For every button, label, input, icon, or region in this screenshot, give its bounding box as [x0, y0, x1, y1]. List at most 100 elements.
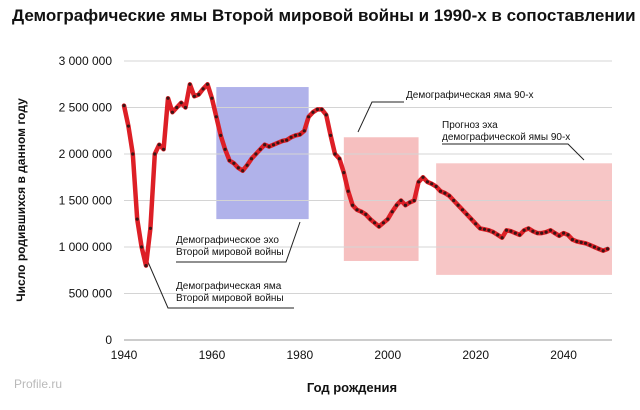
- x-axis-label: Год рождения: [307, 380, 397, 395]
- y-tick-label: 1 500 000: [59, 194, 113, 208]
- annotation-label: Демографическая яма 90-х: [406, 89, 534, 101]
- data-point: [487, 228, 491, 232]
- data-point: [302, 129, 306, 133]
- data-point: [482, 227, 487, 231]
- data-point: [298, 132, 302, 137]
- data-point: [584, 241, 588, 245]
- callout-line: [357, 101, 404, 133]
- data-point: [434, 184, 438, 189]
- births-markers: [122, 82, 610, 268]
- data-point: [232, 161, 236, 165]
- data-point: [364, 212, 368, 216]
- callout-line: [147, 261, 294, 309]
- highlight-regions: [216, 87, 612, 275]
- data-point: [122, 104, 126, 108]
- data-point: [469, 217, 473, 221]
- data-point: [601, 249, 605, 253]
- data-point: [531, 229, 535, 233]
- highlight-region-2: [436, 163, 612, 275]
- data-point: [478, 226, 482, 230]
- data-point: [553, 231, 557, 235]
- x-tick-label: 1980: [287, 348, 314, 362]
- data-point: [403, 203, 407, 207]
- y-tick-labels: 0 500 000 1 000 000 1 500 000 2 000 000 2 500…: [59, 54, 113, 347]
- data-point: [522, 228, 526, 232]
- data-point: [592, 245, 597, 249]
- data-point: [588, 243, 592, 247]
- data-point: [456, 203, 460, 207]
- data-point: [351, 203, 355, 207]
- data-point: [408, 200, 412, 204]
- data-point: [513, 231, 517, 235]
- data-point: [188, 82, 192, 86]
- data-point: [271, 143, 276, 147]
- data-point: [562, 231, 566, 235]
- data-point: [579, 240, 583, 244]
- data-point: [192, 94, 196, 98]
- data-point: [223, 147, 227, 151]
- data-point: [443, 191, 447, 195]
- data-point: [566, 233, 570, 237]
- data-point: [390, 210, 394, 214]
- data-point: [359, 210, 363, 214]
- y-tick-label: 2 000 000: [59, 147, 113, 161]
- annotation-label: Демографическая яма Второй мировой войны: [176, 280, 284, 304]
- data-point: [166, 96, 170, 100]
- data-point: [280, 139, 284, 143]
- y-gridlines: [124, 60, 612, 341]
- data-point: [276, 141, 280, 145]
- annotation-callouts: [147, 101, 585, 309]
- data-point: [183, 105, 188, 110]
- data-point: [500, 236, 504, 240]
- x-tick-label: 2020: [462, 348, 489, 362]
- data-point: [373, 221, 377, 225]
- data-point: [329, 133, 333, 137]
- data-point: [430, 182, 434, 186]
- data-point: [170, 110, 174, 114]
- data-point: [504, 228, 509, 232]
- data-point: [175, 105, 179, 110]
- data-point: [535, 231, 539, 235]
- data-point: [399, 198, 403, 203]
- data-point: [474, 222, 478, 226]
- data-point: [381, 221, 385, 225]
- data-point: [417, 180, 421, 184]
- x-tick-label: 1940: [111, 348, 138, 362]
- data-point: [267, 145, 271, 149]
- data-point: [245, 163, 249, 167]
- y-tick-label: 2 500 000: [59, 101, 113, 115]
- data-point: [307, 115, 311, 119]
- data-point: [227, 158, 232, 163]
- data-point: [509, 229, 513, 233]
- data-point: [162, 147, 166, 151]
- data-point: [518, 233, 522, 237]
- data-point: [293, 133, 298, 137]
- data-point: [289, 135, 293, 139]
- callout-line: [442, 143, 585, 161]
- watermark-text: Profile.ru: [14, 377, 63, 391]
- data-point: [421, 175, 425, 179]
- data-point: [342, 171, 346, 175]
- data-point: [236, 166, 240, 170]
- data-point: [241, 169, 245, 173]
- data-point: [460, 208, 465, 212]
- data-point: [263, 143, 267, 147]
- data-point: [311, 110, 315, 114]
- data-point: [337, 157, 341, 161]
- data-point: [412, 198, 416, 203]
- data-point: [540, 231, 544, 235]
- x-tick-label: 1960: [199, 348, 226, 362]
- data-point: [333, 152, 337, 156]
- data-point: [557, 234, 561, 238]
- data-point: [526, 226, 531, 230]
- data-point: [157, 143, 161, 147]
- data-point: [465, 212, 469, 216]
- data-point: [438, 189, 443, 193]
- data-point: [254, 152, 258, 156]
- annotation-label: Прогноз эха демографической ямы 90-х: [442, 120, 570, 143]
- data-point: [219, 133, 223, 137]
- data-point: [597, 247, 601, 251]
- data-point: [201, 87, 205, 91]
- x-tick-labels: 1940 1960 1980 2000 2020 2040: [111, 348, 578, 362]
